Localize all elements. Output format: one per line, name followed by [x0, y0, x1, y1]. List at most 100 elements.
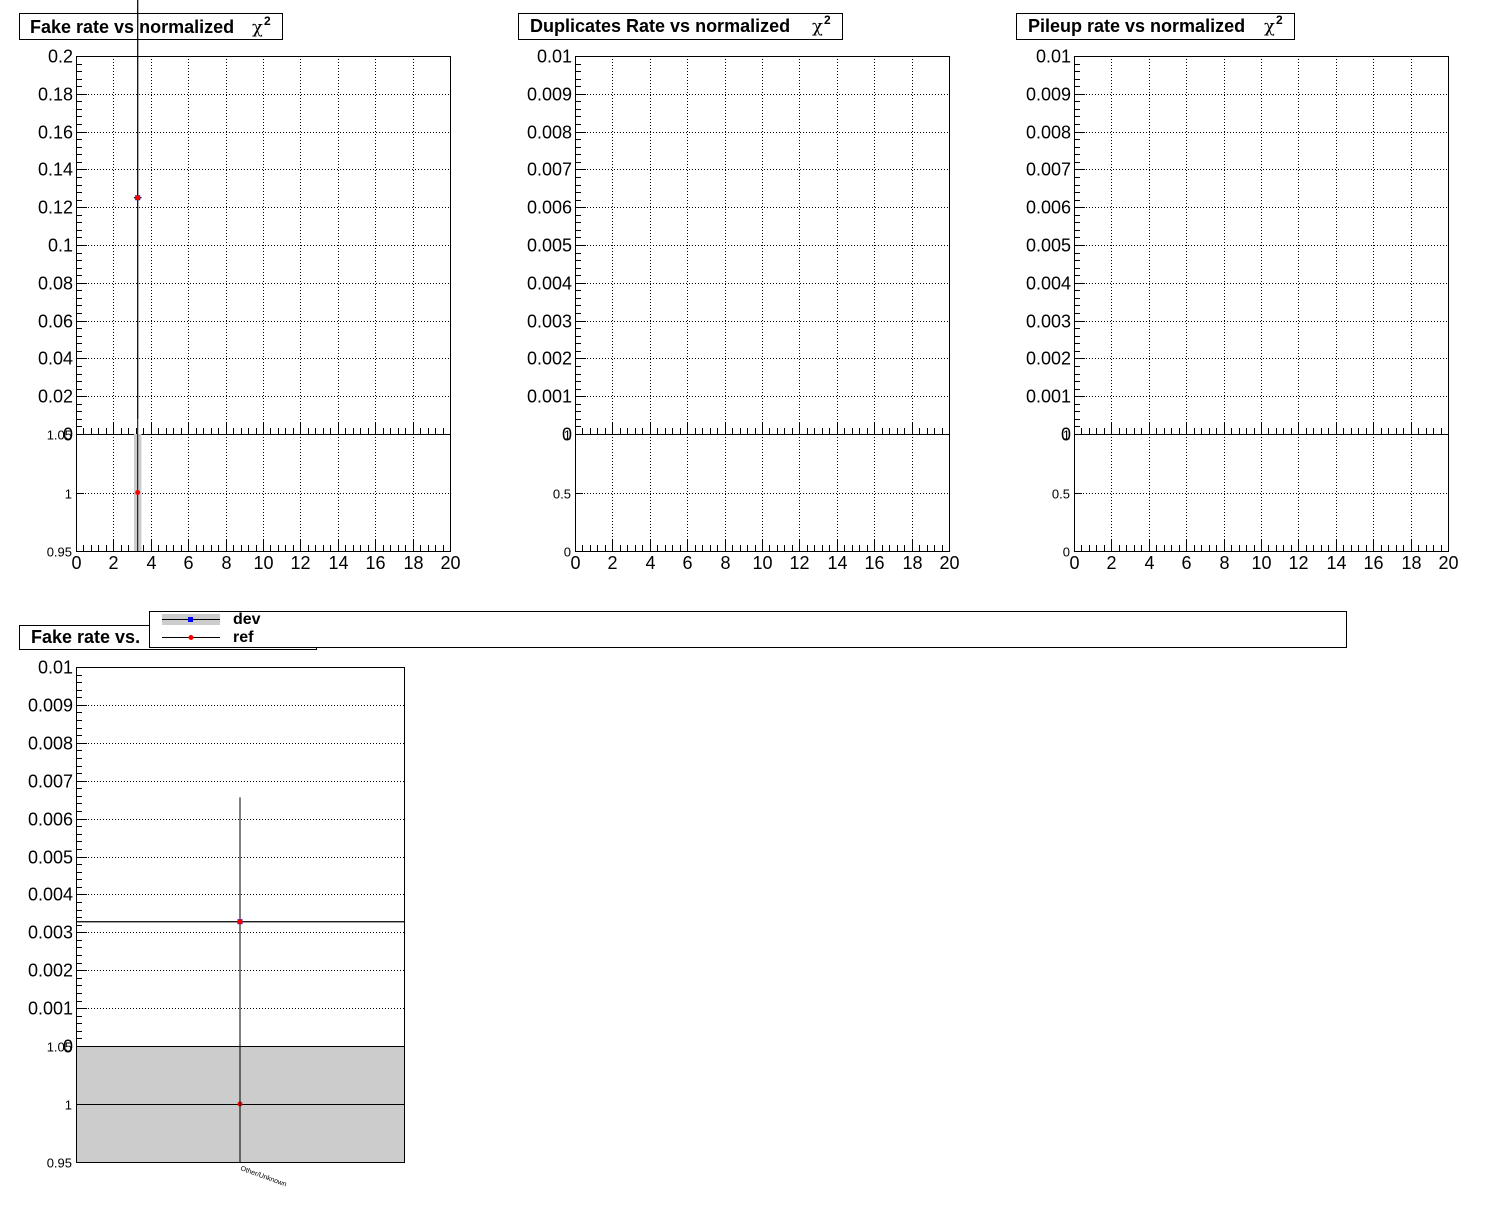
y-tick-label: 0.001 [527, 387, 572, 407]
x-tick-label: 10 [253, 553, 273, 573]
ratio-y-tick-label: 0.95 [47, 545, 72, 560]
y-tick-label: 0.007 [1026, 160, 1071, 180]
legend-dev-label: dev [233, 611, 261, 628]
y-tick-label: 0.04 [38, 349, 73, 369]
panel-3-title: Pileup rate vs normalized χ 2 [1016, 13, 1295, 40]
x-tick-label: 16 [864, 553, 884, 573]
x-tick-label: 20 [440, 553, 460, 573]
y-tick-label: 0.002 [1026, 349, 1071, 369]
y-tick-label: 0.08 [38, 274, 73, 294]
ratio-y-tick-label: 0.5 [553, 487, 571, 502]
panel-2-title: Duplicates Rate vs normalized χ 2 [518, 13, 843, 40]
ratio-y-tick-label: 0.5 [1052, 487, 1070, 502]
x-tick-label: 6 [682, 553, 692, 573]
legend-ref-marker [188, 635, 194, 640]
x-tick-label: 14 [827, 553, 847, 573]
x-tick-label: 18 [1401, 553, 1421, 573]
x-tick-label: 8 [720, 553, 730, 573]
y-tick-label: 0.01 [1036, 47, 1071, 67]
ratio-y-tick-label: 0 [564, 545, 571, 560]
x-tick-label: 8 [1219, 553, 1229, 573]
panel-4: 0 0.001 0.002 0.003 0.004 0.005 0.006 0.007 0.00… [28, 658, 405, 1189]
y-tick-label: 0.01 [537, 47, 572, 67]
y-tick-label: 0.005 [527, 236, 572, 256]
x-tick-label: 12 [789, 553, 809, 573]
ratio-y-tick-label: 0.95 [47, 1156, 72, 1171]
x-tick-label: 4 [1144, 553, 1154, 573]
y-tick-label: 0.003 [1026, 312, 1071, 332]
x-tick-label: 16 [365, 553, 385, 573]
x-tick-label: 20 [1438, 553, 1458, 573]
y-tick-label: 0 [562, 425, 572, 445]
panel-2: 0 0.001 0.002 0.003 0.004 0.005 0.006 0.007 0.00… [527, 47, 960, 574]
x-tick-label: 2 [607, 553, 617, 573]
y-tick-label: 0.003 [527, 312, 572, 332]
x-tick-label: 18 [403, 553, 423, 573]
panel-1: 0 0.02 0.04 0.06 0.08 0.1 0.12 0.14 0.16 0.18 0.2 0… [38, 0, 461, 573]
y-tick-label: 0.009 [28, 696, 73, 716]
y-tick-label: 0.006 [28, 810, 73, 830]
y-tick-label: 0 [1061, 425, 1071, 445]
y-tick-label: 0.2 [48, 47, 73, 67]
x-tick-label: 4 [146, 553, 156, 573]
panel-1-title-text: Fake rate vs normalized [30, 17, 234, 37]
x-tick-label: 4 [645, 553, 655, 573]
legend-dev-marker [188, 617, 193, 622]
x-tick-label: 2 [1106, 553, 1116, 573]
y-tick-label: 0.002 [28, 961, 73, 981]
panel-1-title-sup: 2 [264, 14, 271, 28]
y-tick-label: 0.008 [1026, 123, 1071, 143]
y-tick-label: 0.008 [28, 734, 73, 754]
y-tick-label: 0.004 [28, 885, 73, 905]
y-tick-label: 0 [63, 1037, 73, 1057]
x-tick-label: 14 [1326, 553, 1346, 573]
ratio-point [135, 490, 141, 495]
ref-point [135, 195, 141, 201]
panel-2-title-sup: 2 [824, 13, 831, 27]
panel-3-title-text: Pileup rate vs normalized [1028, 16, 1245, 36]
y-tick-label: 0.005 [1026, 236, 1071, 256]
y-tick-label: 0.006 [1026, 198, 1071, 218]
y-tick-label: 0.009 [527, 85, 572, 105]
panel-4-title-text: Fake rate vs. [31, 627, 140, 647]
y-tick-label: 0.004 [1026, 274, 1071, 294]
x-tick-label: 0 [71, 553, 81, 573]
legend-box [149, 611, 1347, 648]
x-tick-label: 14 [328, 553, 348, 573]
x-tick-label: 6 [183, 553, 193, 573]
x-tick-label: 8 [221, 553, 231, 573]
y-tick-label: 0.004 [527, 274, 572, 294]
panel-2-title-text: Duplicates Rate vs normalized [530, 16, 790, 36]
x-tick-label: 18 [902, 553, 922, 573]
ratio-y-tick-label: 1 [65, 487, 72, 502]
x-tick-label: 16 [1363, 553, 1383, 573]
legend: dev ref [149, 611, 1347, 648]
panel-2-title-symbol: χ [812, 16, 823, 37]
ref-point [237, 919, 243, 925]
y-tick-label: 0.006 [527, 198, 572, 218]
panel-3: 0 0.001 0.002 0.003 0.004 0.005 0.006 0.007 0.00… [1026, 47, 1459, 574]
y-tick-label: 0.001 [1026, 387, 1071, 407]
y-tick-label: 0.002 [527, 349, 572, 369]
y-tick-label: 0.007 [527, 160, 572, 180]
x-tick-label: 6 [1181, 553, 1191, 573]
y-tick-label: 0.18 [38, 85, 73, 105]
x-tick-label: 12 [290, 553, 310, 573]
ratio-y-tick-label: 1 [564, 428, 571, 443]
y-tick-label: 0.14 [38, 160, 73, 180]
ratio-y-tick-label: 1 [1063, 428, 1070, 443]
panel-1-title: Fake rate vs normalized χ 2 [19, 13, 283, 40]
x-tick-label: 2 [108, 553, 118, 573]
y-tick-label: 0.1 [48, 236, 73, 256]
ratio-y-tick-label: 1 [65, 1098, 72, 1113]
y-tick-label: 0.003 [28, 923, 73, 943]
ratio-y-tick-label: 1.05 [47, 428, 72, 443]
y-tick-label: 0 [63, 425, 73, 445]
panel-1-title-symbol: χ [252, 17, 263, 38]
y-tick-label: 0.008 [527, 123, 572, 143]
panel-3-title-sup: 2 [1276, 13, 1283, 27]
legend-ref-label: ref [233, 629, 254, 646]
x-tick-label: 12 [1288, 553, 1308, 573]
y-tick-label: 0.02 [38, 387, 73, 407]
